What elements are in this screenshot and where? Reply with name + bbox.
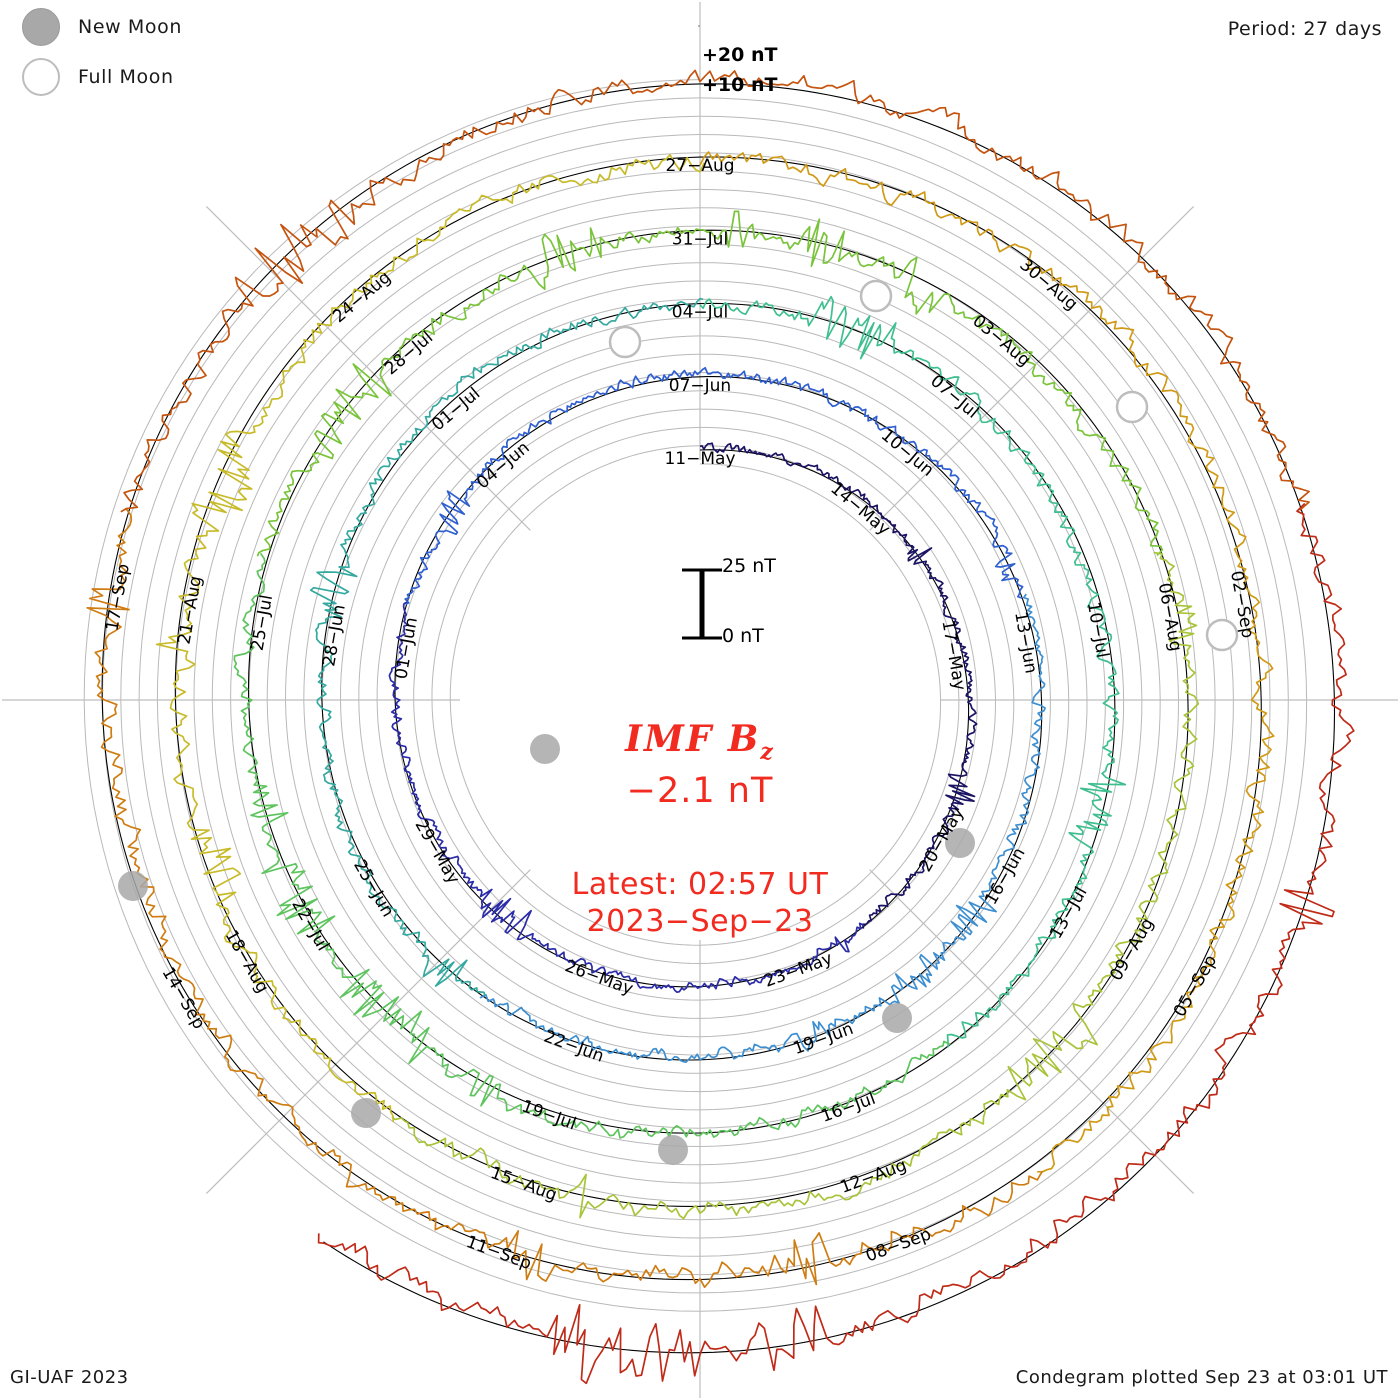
- spiral-date-label: 28−Jul: [381, 328, 437, 380]
- spiral-date-label: 22−Jul: [287, 896, 333, 955]
- imf-bz-traces: [86, 69, 1355, 1385]
- radial-tick-leaders: [698, 25, 700, 27]
- new-moon-marker: [530, 734, 560, 764]
- spiral-date-label: 15−Aug: [488, 1163, 560, 1205]
- scalebar-top-label: 25 nT: [722, 555, 776, 577]
- spiral-date-label: 18−Aug: [221, 927, 273, 997]
- spiral-date-label: 11−Sep: [463, 1232, 534, 1274]
- spiral-date-label: 16−Jul: [818, 1089, 878, 1127]
- new-moon-icon: [22, 8, 60, 46]
- new-moon-marker: [118, 871, 148, 901]
- ring-tick-plus20-label: +20 nT: [702, 44, 778, 66]
- spiral-date-label: 09−Aug: [1106, 915, 1158, 985]
- spiral-date-label: 10−Jul: [1083, 600, 1112, 659]
- new-moon-marker: [945, 828, 975, 858]
- copyright-label: GI-UAF 2023: [10, 1367, 129, 1388]
- spiral-date-label: 12−Aug: [838, 1155, 910, 1197]
- spiral-date-label: 31−Jul: [672, 229, 728, 249]
- spiral-date-label: 30−Aug: [1016, 255, 1082, 315]
- full-moon-marker: [1115, 390, 1149, 424]
- spiral-date-label: 05−Sep: [1170, 952, 1221, 1021]
- spiral-date-label: 25−Jul: [248, 593, 277, 652]
- moon-phase-markers: [118, 279, 1239, 1165]
- latest-readout: Latest: 02:57 UT 2023−Sep−23: [430, 867, 970, 940]
- period-label: Period: 27 days: [1227, 18, 1382, 40]
- legend-full-moon: Full Moon: [22, 58, 174, 96]
- spiral-date-label: 13−Jun: [1010, 610, 1041, 675]
- imf-current-value: −2.1 nT: [626, 771, 774, 812]
- spiral-date-label: 03−Aug: [968, 311, 1034, 371]
- new-moon-marker: [882, 1003, 912, 1033]
- plotted-timestamp-label: Condegram plotted Sep 23 at 03:01 UT: [1015, 1367, 1388, 1388]
- spiral-date-label: 10−Jun: [877, 425, 938, 480]
- spiral-date-label: 01−Jun: [391, 616, 422, 681]
- center-readout: IMF Bz −2.1 nT Latest: 02:57 UT 2023−Sep…: [430, 718, 970, 940]
- spiral-date-label: 28−Jun: [319, 603, 350, 668]
- spiral-date-label: 24−Aug: [329, 267, 395, 327]
- full-moon-marker: [1205, 618, 1239, 652]
- spiral-date-label: 08−Sep: [863, 1224, 934, 1266]
- spiral-date-label: 14−May: [826, 479, 893, 540]
- full-moon-icon: [22, 58, 60, 96]
- scalebar-bottom-label: 0 nT: [722, 625, 764, 647]
- spiral-date-label: 01−Jul: [428, 384, 484, 436]
- spiral-date-label: 16−Jun: [981, 844, 1030, 908]
- ring-tick-plus10-label: +10 nT: [702, 74, 778, 96]
- full-moon-marker: [608, 325, 642, 359]
- new-moon-marker: [351, 1098, 381, 1128]
- spiral-date-label: 06−Aug: [1154, 581, 1186, 653]
- spiral-date-label: 13−Jul: [1046, 883, 1092, 942]
- legend-new-moon-label: New Moon: [78, 16, 182, 38]
- spiral-date-label: 04−Jul: [672, 303, 728, 323]
- spiral-date-label: 07−Jun: [669, 376, 731, 396]
- spiral-date-label: 27−Aug: [665, 156, 734, 176]
- imf-quantity-title: IMF Bz: [430, 718, 970, 765]
- spiral-date-label: 25−Jun: [349, 856, 398, 920]
- imf-quantity-subscript: z: [760, 739, 775, 766]
- imf-quantity-name: IMF B: [625, 718, 761, 760]
- spiral-date-labels: 11−May14−May17−May20−May23−May26−May29−M…: [102, 156, 1257, 1274]
- spiral-date-label: 23−May: [762, 949, 836, 992]
- spiral-date-label: 19−Jun: [791, 1019, 857, 1059]
- spiral-date-label: 11−May: [664, 449, 735, 469]
- legend-new-moon: New Moon: [22, 8, 182, 46]
- amplitude-scalebar: 25 nT 0 nT: [678, 555, 818, 652]
- full-moon-marker: [859, 279, 893, 313]
- spiral-baseline-arcs: [101, 83, 1336, 1354]
- latest-time: Latest: 02:57 UT: [571, 867, 829, 903]
- spiral-date-label: 07−Jul: [926, 371, 982, 423]
- new-moon-marker: [658, 1135, 688, 1165]
- legend-full-moon-label: Full Moon: [78, 66, 174, 88]
- scalebar-glyph: [682, 568, 722, 640]
- latest-date: 2023−Sep−23: [586, 903, 814, 939]
